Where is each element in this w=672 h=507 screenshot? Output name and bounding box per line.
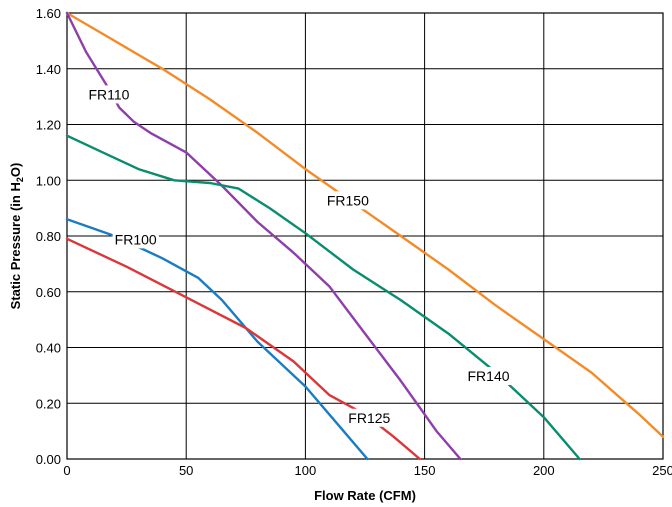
y-tick-label: 0.40 — [36, 341, 61, 356]
series-line-fr150 — [65, 11, 665, 438]
y-axis-label: Static Pressure (in H2O) — [8, 163, 25, 310]
grid — [66, 12, 664, 460]
y-tick-label: 0.60 — [36, 285, 61, 300]
x-tick-label: 0 — [63, 463, 70, 478]
y-tick-label: 1.40 — [36, 62, 61, 77]
series-line-fr100 — [65, 218, 369, 461]
y-tick-label: 0.20 — [36, 396, 61, 411]
y-tick-label: 1.60 — [36, 6, 61, 21]
y-tick-label: 0.80 — [36, 229, 61, 244]
plot-frame — [66, 12, 664, 460]
series-label-backing — [86, 85, 132, 104]
series-line-fr125 — [65, 237, 421, 461]
x-tick-label: 200 — [533, 463, 555, 478]
x-tick-label: 50 — [179, 463, 193, 478]
series-label-fr140: FR140 — [468, 368, 510, 384]
series-line-fr140 — [65, 134, 581, 461]
x-tick-labels: 0 50 100 150 200 250 — [63, 463, 672, 478]
series-label-fr110: FR110 — [88, 86, 129, 102]
y-tick-label: 0.00 — [36, 452, 61, 467]
series-label-backing — [346, 408, 393, 427]
series-label-fr150: FR150 — [327, 192, 369, 208]
y-tick-label: 1.00 — [36, 173, 61, 188]
x-tick-label: 150 — [414, 463, 436, 478]
series-label-backing — [324, 191, 372, 210]
series-label-backing — [112, 230, 159, 249]
series-labels: FR110 FR150 FR100 FR140 FR125 — [86, 85, 512, 427]
x-tick-label: 100 — [295, 463, 317, 478]
y-tick-label: 1.20 — [36, 118, 61, 133]
x-tick-label: 250 — [652, 463, 672, 478]
x-axis-label: Flow Rate (CFM) — [314, 488, 416, 503]
series-label-fr100: FR100 — [115, 231, 157, 247]
series-label-fr125: FR125 — [348, 410, 390, 426]
series-label-backing — [465, 366, 512, 385]
y-tick-labels: 0.00 0.20 0.40 0.60 0.80 1.00 1.20 1.40 1.60 — [36, 6, 61, 467]
